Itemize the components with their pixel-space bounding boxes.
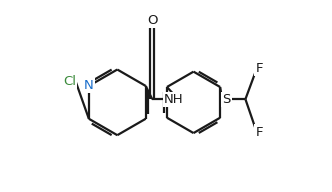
Text: F: F (255, 126, 263, 138)
Text: N: N (84, 79, 94, 92)
Text: S: S (222, 93, 230, 106)
Text: O: O (147, 14, 157, 27)
Text: F: F (255, 62, 263, 75)
Text: NH: NH (164, 93, 183, 106)
Text: Cl: Cl (63, 75, 76, 88)
